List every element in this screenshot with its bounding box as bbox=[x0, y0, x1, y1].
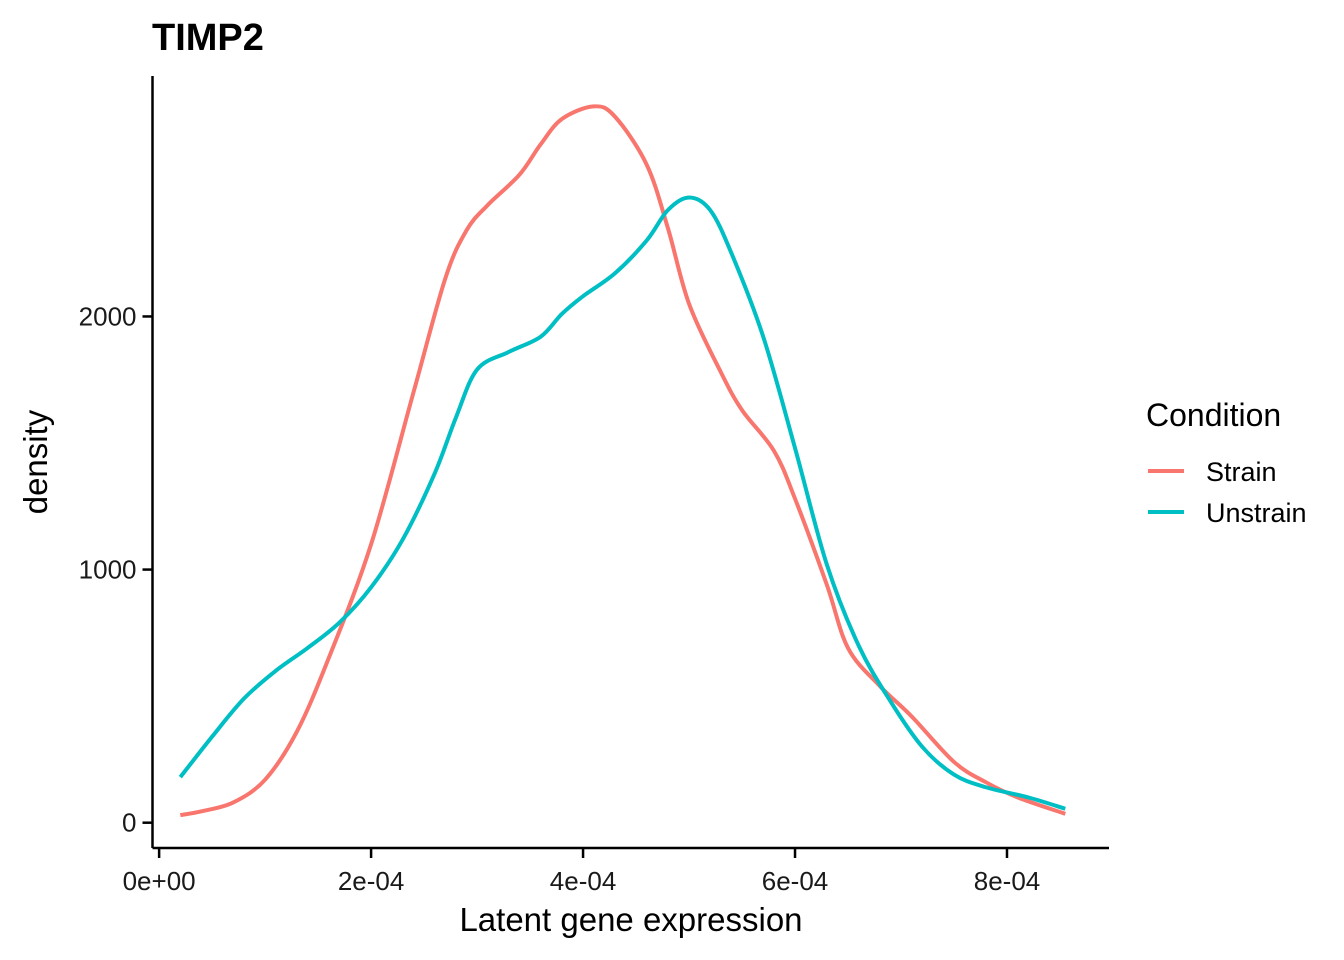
x-axis: 0e+00 2e-04 4e-04 6e-04 8e-04 bbox=[123, 846, 1109, 896]
legend-items: Strain Unstrain bbox=[1148, 457, 1307, 528]
y-axis-title: density bbox=[17, 409, 54, 514]
legend-label-unstrain: Unstrain bbox=[1206, 498, 1307, 528]
series-layer bbox=[178, 104, 1066, 818]
y-tick-label: 1000 bbox=[79, 555, 137, 585]
y-tick-label: 0 bbox=[122, 808, 136, 838]
x-tick-label: 2e-04 bbox=[338, 866, 405, 896]
x-tick-label: 8e-04 bbox=[974, 866, 1041, 896]
x-tick-label: 0e+00 bbox=[123, 866, 196, 896]
y-axis: 0 1000 2000 bbox=[79, 76, 154, 848]
legend-title: Condition bbox=[1146, 397, 1281, 433]
chart-title: TIMP2 bbox=[152, 17, 264, 59]
x-tick-label: 4e-04 bbox=[550, 866, 617, 896]
series-line-unstrain bbox=[178, 195, 1066, 811]
legend-label-strain: Strain bbox=[1206, 457, 1277, 487]
x-tick-label: 6e-04 bbox=[762, 866, 829, 896]
legend: Condition Strain Unstrain bbox=[1146, 397, 1307, 528]
y-tick-label: 2000 bbox=[79, 301, 137, 331]
x-axis-title: Latent gene expression bbox=[459, 901, 802, 938]
series-line-strain bbox=[179, 104, 1066, 818]
